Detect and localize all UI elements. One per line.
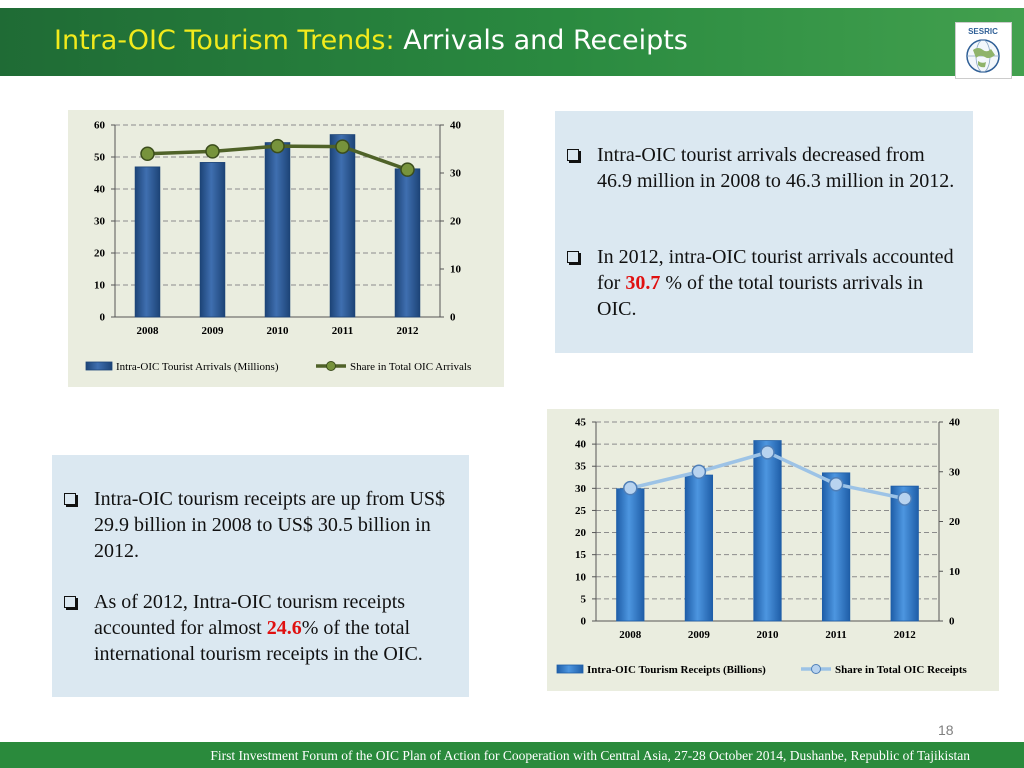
slide-title: Intra-OIC Tourism Trends: Arrivals and R… [54,25,688,56]
arrivals-bullet-2: In 2012, intra-OIC tourist arrivals acco… [567,244,962,322]
share-point [400,162,415,177]
share-point [335,139,350,154]
right-axis-tick-label: 0 [949,616,955,628]
checkbox-bullet-icon [64,493,76,505]
receipts-bullet-2-post: % of the total international tourism rec… [94,617,423,665]
slide-title-part2: Arrivals and Receipts [403,25,688,56]
left-axis-tick-label: 25 [575,505,587,517]
arrivals-bullet-2-post: % of the total tourists arrivals in OIC. [597,272,924,320]
logo-text: SESRIC [968,27,998,36]
bar [616,488,645,622]
bar [199,162,226,318]
arrivals-bullet-1-text: Intra-OIC tourist arrivals decreased fro… [597,144,955,192]
x-axis-tick-label: 2009 [202,325,225,337]
bar [684,474,714,622]
share-point [828,476,844,492]
right-axis-tick-label: 20 [450,216,462,228]
left-axis-tick-label: 0 [581,616,587,628]
x-axis-tick-label: 2012 [894,629,917,641]
bar [753,440,782,622]
left-axis-tick-label: 35 [575,461,587,473]
arrivals-bullet-2-text: In 2012, intra-OIC tourist arrivals acco… [567,244,962,322]
receipts-bullet-2-text: As of 2012, Intra-OIC tourism receipts a… [64,589,459,667]
bar [134,166,161,318]
right-axis-tick-label: 30 [450,168,462,180]
receipts-bullet-2-pre: As of 2012, Intra-OIC tourism receipts a… [94,591,406,639]
left-axis-tick-label: 45 [575,417,587,429]
x-axis-tick-label: 2009 [688,629,711,641]
share-point [623,480,638,496]
bar [329,134,356,318]
left-axis-tick-label: 60 [94,120,106,132]
left-axis-tick-label: 50 [94,152,106,164]
x-axis-tick-label: 2012 [397,325,420,337]
right-axis-tick-label: 10 [949,566,961,578]
share-point [140,146,155,162]
right-axis-tick-label: 10 [450,264,462,276]
legend-bar-swatch [556,664,584,674]
legend-line-marker [326,361,336,371]
left-axis-tick-label: 40 [575,439,587,451]
x-axis-tick-label: 2008 [137,325,160,337]
right-axis-tick-label: 0 [450,312,456,324]
legend-bar-label: Intra-OIC Tourist Arrivals (Millions) [116,361,279,373]
checkbox-bullet-icon [567,251,579,263]
x-axis-tick-label: 2010 [757,629,780,641]
share-point [760,445,775,460]
left-axis-tick-label: 30 [575,483,587,495]
slide-title-part1: Intra-OIC Tourism Trends: [54,25,395,56]
x-axis-tick-label: 2010 [267,325,290,337]
sesric-logo: SESRIC [955,22,1012,79]
arrivals-bullet-2-pre: In 2012, intra-OIC tourist arrivals acco… [597,246,954,294]
share-point [691,464,707,479]
bar [821,472,851,622]
x-axis-tick-label: 2008 [619,629,642,641]
slide-footer: First Investment Forum of the OIC Plan o… [0,742,1024,768]
arrivals-bullet-1: Intra-OIC tourist arrivals decreased fro… [567,142,962,194]
arrivals-share-value: 30.7 [625,272,661,294]
bar [264,142,291,318]
left-axis-tick-label: 0 [100,312,106,324]
arrivals-chart-panel: 0 10 20 30 40 50 60 0 10 20 30 40 2008 2009 2010 2011 20… [68,110,504,387]
left-axis-tick-label: 5 [581,593,587,605]
right-axis-tick-label: 30 [949,466,961,478]
left-axis-tick-label: 40 [94,184,106,196]
left-axis-tick-label: 10 [94,280,106,292]
footer-text: First Investment Forum of the OIC Plan o… [210,748,970,763]
legend-bar-swatch [85,361,113,371]
receipts-bullet-2: As of 2012, Intra-OIC tourism receipts a… [64,589,459,667]
arrivals-text-panel: Intra-OIC tourist arrivals decreased fro… [555,111,973,353]
right-axis-tick-label: 40 [450,120,462,132]
legend-line-label: Share in Total OIC Receipts [835,664,968,676]
left-axis-tick-label: 20 [94,248,106,260]
arrivals-chart: 0 10 20 30 40 50 60 0 10 20 30 40 2008 2009 2010 2011 20… [85,120,471,373]
receipts-share-value: 24.6 [266,617,302,639]
receipts-bullet-1: Intra-OIC tourism receipts are up from U… [64,486,459,564]
share-point [270,138,285,154]
x-axis-tick-label: 2011 [825,629,846,641]
share-point [897,491,912,506]
share-point [205,144,220,159]
receipts-text-panel: Intra-OIC tourism receipts are up from U… [52,455,469,697]
slide-header: Intra-OIC Tourism Trends: Arrivals and R… [0,8,1024,79]
left-axis-tick-label: 15 [575,549,587,561]
left-axis-tick-label: 10 [575,571,587,583]
x-axis-tick-label: 2011 [332,325,353,337]
left-axis-tick-label: 20 [575,527,587,539]
receipts-chart: 0 5 10 15 20 25 30 35 40 45 0 10 20 30 40 2008 2009 2010 2… [556,417,968,676]
checkbox-bullet-icon [567,149,579,161]
legend-bar-label: Intra-OIC Tourism Receipts (Billions) [587,664,766,676]
legend-line-label: Share in Total OIC Arrivals [350,361,471,373]
left-axis-tick-label: 30 [94,216,106,228]
page-number: 18 [938,722,954,738]
right-axis-tick-label: 20 [949,516,961,528]
receipts-chart-panel: 0 5 10 15 20 25 30 35 40 45 0 10 20 30 40 2008 2009 2010 2… [547,409,999,691]
receipts-bullet-1-text: Intra-OIC tourism receipts are up from U… [94,488,446,562]
bar [890,485,919,622]
globe-icon: SESRIC [966,27,1000,73]
checkbox-bullet-icon [64,596,76,608]
legend-line-marker [811,664,821,674]
bar [394,168,421,318]
right-axis-tick-label: 40 [949,417,961,429]
